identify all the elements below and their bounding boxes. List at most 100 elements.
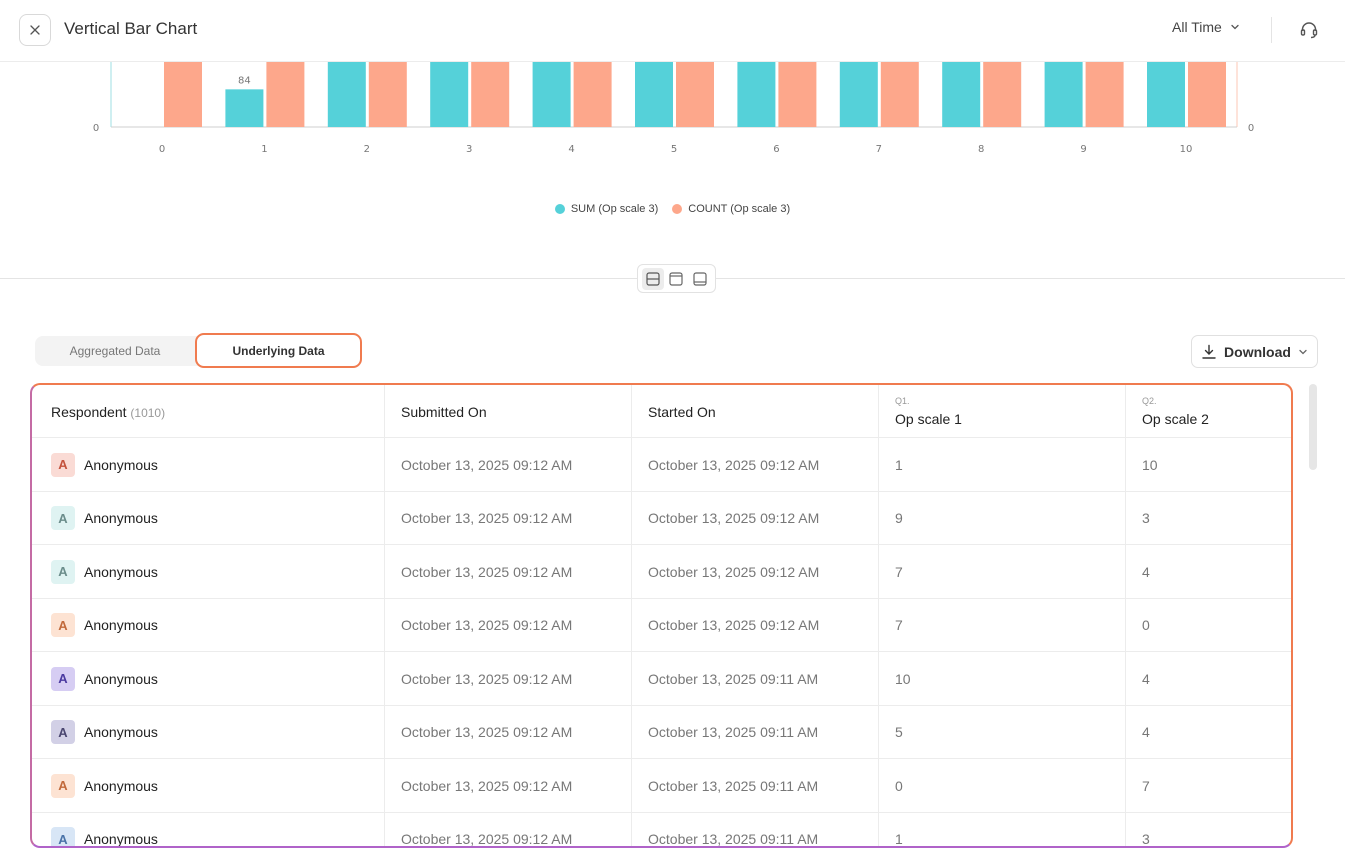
legend-item-sum[interactable]: SUM (Op scale 3) [554, 203, 658, 215]
respondent-cell: A Anonymous [51, 599, 381, 652]
table-row[interactable]: A Anonymous October 13, 2025 09:12 AM Octob… [32, 813, 1291, 847]
avatar: A [51, 559, 75, 584]
x-tick-label: 5 [671, 144, 677, 155]
support-button[interactable] [1296, 17, 1322, 43]
bar-count-5[interactable] [676, 62, 714, 127]
chart-legend: SUM (Op scale 3) COUNT (Op scale 3) [0, 203, 1345, 215]
bar-sum-4[interactable] [532, 62, 571, 127]
bar-count-6[interactable] [778, 62, 817, 127]
y-right-tick-label: 0 [1248, 123, 1254, 134]
table-row[interactable]: A Anonymous October 13, 2025 09:12 AM Octob… [32, 438, 1291, 492]
q2-label: Op scale 2 [1142, 411, 1209, 427]
respondent-name: Anonymous [84, 670, 158, 687]
x-tick-label: 4 [568, 144, 574, 155]
data-label: 84 [238, 75, 251, 86]
table-body: Respondent (1010) Submitted On Started O… [32, 385, 1291, 847]
started-on-cell: October 13, 2025 09:12 AM [648, 563, 820, 580]
q1-value-cell: 5 [895, 724, 903, 740]
respondent-cell: A Anonymous [51, 652, 381, 705]
respondent-header-label: Respondent [51, 404, 127, 420]
column-separator [878, 385, 879, 846]
bar-count-1[interactable] [266, 62, 305, 127]
table-row[interactable]: A Anonymous October 13, 2025 09:12 AM Octob… [32, 599, 1291, 652]
x-tick-label: 6 [773, 144, 779, 155]
bar-sum-6[interactable] [737, 62, 776, 127]
bar-sum-7[interactable] [839, 62, 878, 127]
avatar: A [51, 506, 75, 530]
column-header-respondent[interactable]: Respondent (1010) [35, 385, 385, 438]
bar-count-0[interactable] [164, 62, 202, 127]
time-filter-dropdown[interactable]: All Time [1172, 19, 1240, 35]
x-tick-label: 10 [1180, 144, 1193, 155]
started-on-cell: October 13, 2025 09:12 AM [648, 617, 820, 633]
started-on-cell: October 13, 2025 09:11 AM [648, 724, 819, 740]
bar-sum-10[interactable] [1147, 62, 1185, 127]
bar-count-8[interactable] [983, 62, 1022, 127]
bar-count-4[interactable] [573, 62, 612, 127]
bar-count-3[interactable] [471, 62, 510, 127]
bar-sum-5[interactable] [635, 62, 673, 127]
respondent-cell: A Anonymous [51, 759, 381, 812]
legend-item-count[interactable]: COUNT (Op scale 3) [672, 203, 790, 215]
started-on-cell: October 13, 2025 09:12 AM [648, 456, 820, 473]
submitted-on-cell: October 13, 2025 09:12 AM [401, 831, 573, 847]
respondent-name: Anonymous [84, 510, 158, 526]
column-header-submitted-on[interactable]: Submitted On [385, 385, 632, 438]
respondent-name: Anonymous [84, 617, 158, 633]
bar-sum-8[interactable] [942, 62, 981, 127]
bar-sum-3[interactable] [430, 62, 469, 127]
bar-count-7[interactable] [880, 62, 919, 127]
column-header-started-on[interactable]: Started On [632, 385, 879, 438]
headset-icon [1300, 22, 1318, 39]
x-tick-label: 0 [159, 144, 165, 155]
header-bar: Vertical Bar Chart All Time [0, 0, 1345, 62]
tab-aggregated-data[interactable]: Aggregated Data [69, 344, 161, 358]
x-tick-label: 8 [978, 144, 984, 155]
bar-count-9[interactable] [1085, 62, 1124, 127]
submitted-on-cell: October 13, 2025 09:12 AM [401, 724, 573, 740]
q1-number: Q1. [895, 396, 910, 406]
chevron-down-icon [1299, 349, 1307, 354]
tab-underlying-data[interactable]: Underlying Data [195, 333, 362, 368]
column-separator [384, 385, 385, 846]
column-separator [631, 385, 632, 846]
table-scrollbar[interactable] [1309, 384, 1317, 470]
layout-split-button[interactable] [641, 267, 664, 290]
layout-switcher [637, 264, 716, 293]
table-row[interactable]: A Anonymous October 13, 2025 09:12 AM Octob… [32, 759, 1291, 813]
download-button[interactable]: Download [1191, 335, 1318, 368]
data-tabs: Aggregated Data Underlying Data [35, 333, 362, 368]
column-header-q1[interactable]: Q1. Op scale 1 [879, 385, 1126, 438]
legend-label-count: COUNT (Op scale 3) [688, 203, 791, 215]
q2-value-cell: 4 [1142, 724, 1150, 740]
respondent-name: Anonymous [84, 456, 158, 473]
layout-top-button[interactable] [665, 268, 687, 290]
x-tick-label: 3 [466, 144, 472, 155]
close-button[interactable] [19, 14, 51, 46]
layout-bottom-button[interactable] [689, 268, 711, 290]
bar-sum-1[interactable] [225, 89, 264, 127]
bar-sum-2[interactable] [327, 62, 366, 127]
bar-count-2[interactable] [368, 62, 407, 127]
table-row[interactable]: A Anonymous October 13, 2025 09:12 AM Octob… [32, 706, 1291, 759]
q2-value-cell: 10 [1142, 456, 1158, 473]
table-row[interactable]: A Anonymous October 13, 2025 09:12 AM Octob… [32, 492, 1291, 545]
bar-chart: 0123456789108418000 [0, 32, 1345, 242]
underlying-data-table: Respondent (1010) Submitted On Started O… [30, 383, 1293, 848]
chevron-down-icon [1231, 24, 1239, 30]
table-row[interactable]: A Anonymous October 13, 2025 09:12 AM Octob… [32, 545, 1291, 599]
submitted-on-cell: October 13, 2025 09:12 AM [401, 456, 573, 473]
started-on-cell: October 13, 2025 09:11 AM [648, 777, 819, 794]
bar-count-10[interactable] [1188, 62, 1226, 127]
table-header: Respondent (1010) Submitted On Started O… [32, 385, 1291, 438]
table-row[interactable]: A Anonymous October 13, 2025 09:12 AM Octob… [32, 652, 1291, 706]
q1-value-cell: 0 [895, 777, 903, 794]
column-header-q2[interactable]: Q2. Op scale 2 [1126, 385, 1291, 438]
started-on-cell: October 13, 2025 09:11 AM [648, 670, 819, 687]
submitted-on-cell: October 13, 2025 09:12 AM [401, 510, 573, 526]
bar-sum-9[interactable] [1044, 62, 1083, 127]
started-on-cell: October 13, 2025 09:11 AM [648, 831, 819, 847]
time-filter-label: All Time [1172, 19, 1222, 35]
x-tick-label: 7 [876, 144, 882, 155]
